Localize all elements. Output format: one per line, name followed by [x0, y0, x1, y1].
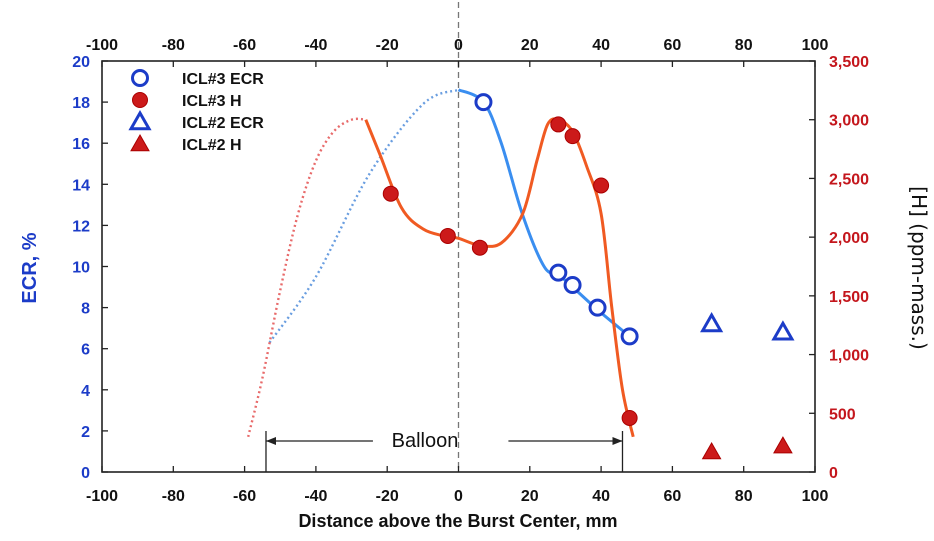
x-tick-label-top: -40 — [304, 37, 327, 54]
balloon-annotation: Balloon — [392, 430, 459, 452]
data-point-open-triangle — [771, 320, 795, 341]
data-point-open-circle — [588, 298, 607, 317]
legend-label: ICL#2 H — [182, 137, 242, 154]
data-point-filled-triangle — [773, 436, 793, 454]
x-tick-label-top: 100 — [802, 37, 829, 54]
labels: Distance above the Burst Center, mm ECR,… — [19, 186, 931, 531]
y-left-tick-label: 18 — [72, 95, 90, 112]
x-tick-label-top: -60 — [233, 37, 256, 54]
x-tick-label-bottom: -80 — [162, 488, 185, 505]
x-tick-label-bottom: -60 — [233, 488, 256, 505]
legend-marker-filled-triangle — [130, 133, 150, 152]
legend-marker-open-triangle — [128, 109, 152, 131]
data-point-filled-circle — [564, 128, 581, 145]
data-point-filled-circle — [550, 116, 567, 133]
plot-area: -100-100-80-80-60-60-40-40-20-2000202040… — [72, 2, 869, 505]
legend-label: ICL#3 ECR — [182, 71, 264, 88]
y-right-axis-label: [H] (ppm-mass.) — [907, 186, 931, 350]
y-left-axis-label: ECR, % — [19, 232, 41, 303]
legend-marker-open-circle — [131, 69, 149, 87]
x-tick-label-top: 20 — [521, 37, 539, 54]
x-tick-label-bottom: 0 — [454, 488, 463, 505]
data-point-filled-circle — [621, 409, 638, 426]
x-tick-label-top: 60 — [664, 37, 682, 54]
data-point-open-circle — [474, 93, 493, 112]
y-right-tick-label: 2,000 — [829, 230, 869, 247]
data-point-filled-triangle — [701, 442, 722, 460]
y-left-tick-label: 16 — [72, 136, 90, 153]
x-tick-label-top: 0 — [454, 37, 463, 54]
x-tick-label-bottom: 20 — [521, 488, 539, 505]
y-left-tick-label: 4 — [81, 383, 90, 400]
curves — [247, 88, 635, 438]
x-tick-label-bottom: 80 — [735, 488, 753, 505]
y-right-tick-label: 2,500 — [829, 171, 869, 188]
y-right-tick-label: 1,000 — [829, 348, 869, 365]
y-left-tick-label: 8 — [81, 301, 90, 318]
legend-label: ICL#2 ECR — [182, 115, 264, 132]
x-tick-label-bottom: -20 — [376, 488, 399, 505]
data-point-filled-circle — [439, 227, 456, 244]
markers — [265, 93, 795, 472]
y-left-tick-label: 10 — [72, 260, 90, 277]
y-right-tick-label: 3,500 — [829, 54, 869, 71]
legend: ICL#3 ECR ICL#3 H ICL#2 ECR ICL#2 H — [128, 69, 264, 154]
x-tick-label-top: 80 — [735, 37, 753, 54]
x-tick-label-top: -20 — [376, 37, 399, 54]
legend-label: ICL#3 H — [182, 93, 242, 110]
x-tick-label-bottom: 40 — [592, 488, 610, 505]
data-point-open-triangle — [700, 312, 724, 333]
y-left-tick-label: 6 — [81, 342, 90, 359]
balloon-arrowhead-right — [612, 437, 623, 445]
data-point-open-circle — [563, 275, 582, 294]
y-left-tick-label: 12 — [72, 218, 90, 235]
y-right-tick-label: 0 — [829, 465, 838, 482]
dotted-curve-right-3 — [247, 117, 366, 438]
x-tick-label-bottom: -40 — [304, 488, 327, 505]
data-point-filled-circle — [382, 185, 399, 202]
x-tick-label-bottom: -100 — [86, 488, 118, 505]
y-left-tick-label: 20 — [72, 54, 90, 71]
y-right-tick-label: 3,000 — [829, 113, 869, 130]
fit-curve-right-2 — [364, 117, 635, 438]
y-left-tick-label: 14 — [72, 177, 90, 194]
balloon-arrowhead-left — [265, 437, 276, 445]
x-tick-label-bottom: 60 — [664, 488, 682, 505]
x-tick-label-bottom: 100 — [802, 488, 829, 505]
x-tick-label-top: -80 — [162, 37, 185, 54]
data-point-open-circle — [620, 327, 639, 346]
y-left-tick-label: 2 — [81, 424, 90, 441]
y-left-tick-label: 0 — [81, 465, 90, 482]
data-point-filled-circle — [593, 177, 610, 194]
dotted-curve-left-1 — [268, 88, 459, 344]
data-point-open-circle — [549, 263, 568, 282]
fit-curve-left-0 — [457, 88, 631, 338]
x-tick-label-top: -100 — [86, 37, 118, 54]
data-point-filled-circle — [471, 239, 488, 256]
legend-marker-filled-circle — [132, 92, 148, 108]
y-right-tick-label: 500 — [829, 406, 856, 423]
x-axis-label: Distance above the Burst Center, mm — [298, 511, 617, 531]
y-right-tick-label: 1,500 — [829, 289, 869, 306]
x-tick-label-top: 40 — [592, 37, 610, 54]
